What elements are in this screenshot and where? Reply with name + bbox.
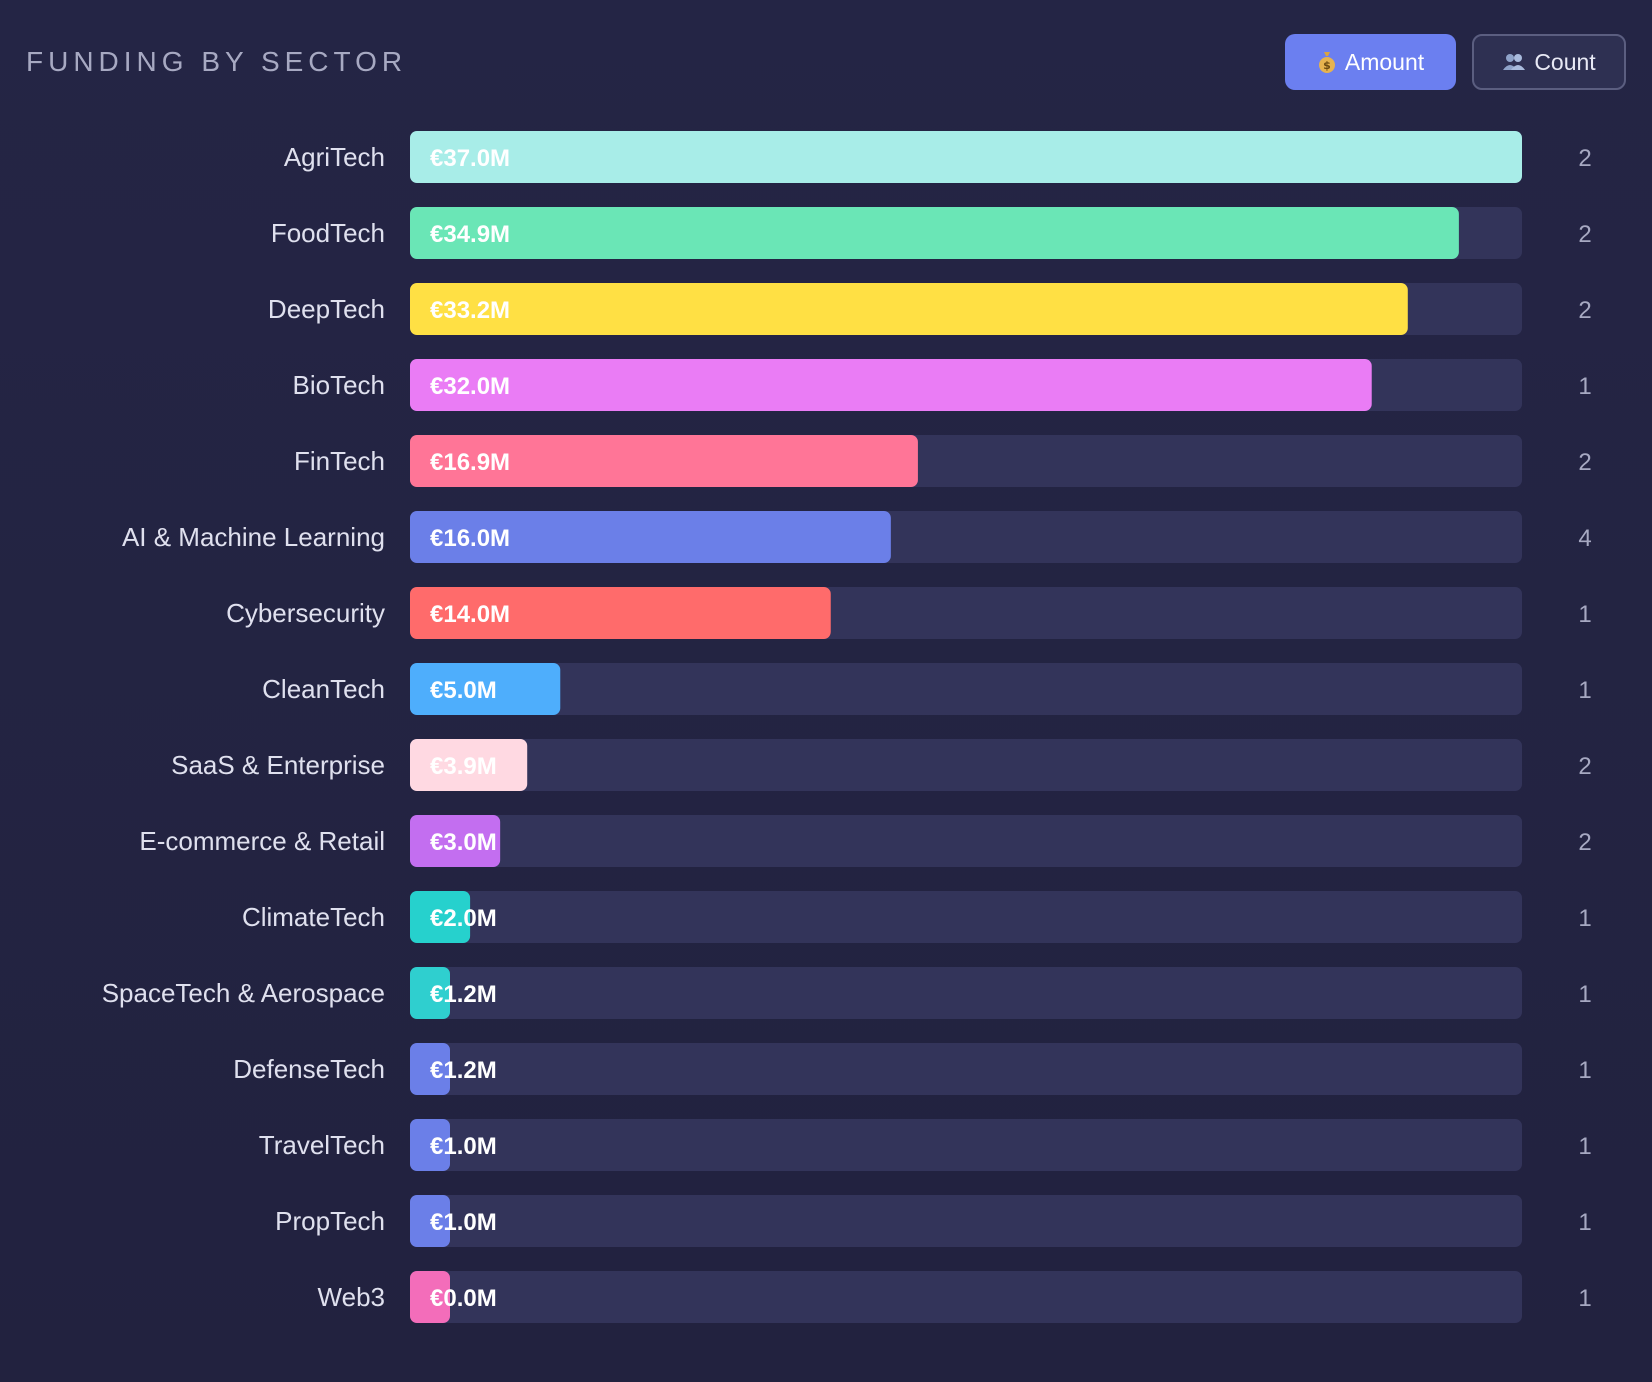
bar-row-deeptech: DeepTech €33.2M 2: [268, 283, 1592, 335]
bar-row-climatetech: ClimateTech €2.0M 1: [242, 891, 1592, 943]
amount-toggle-button[interactable]: $ Amount: [1285, 34, 1456, 90]
people-icon: [1503, 54, 1526, 70]
bar-track: [410, 967, 1522, 1019]
bar-track: [410, 815, 1522, 867]
count-label: 2: [1578, 753, 1591, 780]
value-label: €37.0M: [430, 145, 510, 172]
value-label: €1.2M: [430, 1057, 497, 1084]
sector-label: TravelTech: [259, 1130, 385, 1160]
bar[interactable]: [410, 511, 891, 563]
bar-row-cybersecurity: Cybersecurity €14.0M 1: [226, 587, 1592, 639]
bar[interactable]: [410, 1271, 450, 1323]
bar-track: [410, 1119, 1522, 1171]
bar-row-foodtech: FoodTech €34.9M 2: [271, 207, 1592, 259]
bar-row-ai-machine-learning: AI & Machine Learning €16.0M 4: [122, 511, 1592, 563]
bar-track: [410, 1043, 1522, 1095]
bar[interactable]: [410, 587, 831, 639]
count-label: 1: [1578, 1057, 1591, 1084]
count-label: 1: [1578, 1285, 1591, 1312]
count-label: 2: [1578, 145, 1591, 172]
bar[interactable]: [410, 207, 1459, 259]
sector-label: AI & Machine Learning: [122, 522, 385, 552]
value-label: €1.0M: [430, 1133, 497, 1160]
sector-label: ClimateTech: [242, 902, 385, 932]
value-label: €33.2M: [430, 297, 510, 324]
amount-toggle-label: Amount: [1344, 48, 1425, 75]
count-label: 2: [1578, 297, 1591, 324]
sector-label: BioTech: [293, 370, 386, 400]
sector-label: FinTech: [294, 446, 385, 476]
value-label: €32.0M: [430, 373, 510, 400]
value-label: €3.9M: [430, 753, 497, 780]
money-bag-icon: $: [1318, 52, 1335, 73]
sector-label: DeepTech: [268, 294, 385, 324]
value-label: €1.0M: [430, 1209, 497, 1236]
sector-label: FoodTech: [271, 218, 385, 248]
bar[interactable]: [410, 663, 561, 715]
bar[interactable]: [410, 1043, 450, 1095]
bar[interactable]: [410, 131, 1522, 183]
value-label: €14.0M: [430, 601, 510, 628]
count-toggle-label: Count: [1534, 48, 1596, 75]
bar[interactable]: [410, 891, 471, 943]
bar[interactable]: [410, 1195, 450, 1247]
bar[interactable]: [410, 739, 528, 791]
value-label: €0.0M: [430, 1285, 497, 1312]
value-label: €16.0M: [430, 525, 510, 552]
sector-label: E-commerce & Retail: [139, 826, 385, 856]
sector-label: Cybersecurity: [226, 598, 385, 628]
bar-row-agritech: AgriTech €37.0M 2: [284, 131, 1592, 183]
bar-track: [410, 1195, 1522, 1247]
count-label: 2: [1578, 221, 1591, 248]
sector-label: PropTech: [275, 1206, 385, 1236]
bar[interactable]: [410, 815, 501, 867]
count-label: 2: [1578, 829, 1591, 856]
bar-row-proptech: PropTech €1.0M 1: [275, 1195, 1592, 1247]
value-label: €5.0M: [430, 677, 497, 704]
count-label: 1: [1578, 1133, 1591, 1160]
sector-label: Web3: [318, 1282, 385, 1312]
bar-row-e-commerce-retail: E-commerce & Retail €3.0M 2: [139, 815, 1592, 867]
bar-row-traveltech: TravelTech €1.0M 1: [259, 1119, 1592, 1171]
count-toggle-button[interactable]: Count: [1472, 34, 1626, 90]
svg-text:$: $: [1323, 59, 1331, 72]
count-label: 1: [1578, 905, 1591, 932]
count-label: 1: [1578, 677, 1591, 704]
value-label: €16.9M: [430, 449, 510, 476]
value-label: €2.0M: [430, 905, 497, 932]
bar-row-spacetech-aerospace: SpaceTech & Aerospace €1.2M 1: [102, 967, 1592, 1019]
bar-track: [410, 891, 1522, 943]
bar-row-saas-enterprise: SaaS & Enterprise €3.9M 2: [171, 739, 1592, 791]
sector-label: CleanTech: [262, 674, 385, 704]
bar-row-cleantech: CleanTech €5.0M 1: [262, 663, 1592, 715]
value-label: €34.9M: [430, 221, 510, 248]
bar[interactable]: [410, 967, 450, 1019]
count-label: 1: [1578, 601, 1591, 628]
bar-row-web3: Web3 €0.0M 1: [318, 1271, 1592, 1323]
sector-label: SaaS & Enterprise: [171, 750, 385, 780]
count-label: 2: [1578, 449, 1591, 476]
count-label: 1: [1578, 1209, 1591, 1236]
count-label: 1: [1578, 373, 1591, 400]
bar-row-fintech: FinTech €16.9M 2: [294, 435, 1592, 487]
sector-label: SpaceTech & Aerospace: [102, 978, 385, 1008]
chart-title: FUNDING BY SECTOR: [26, 46, 408, 77]
value-label: €3.0M: [430, 829, 497, 856]
bar-track: [410, 739, 1522, 791]
sector-label: DefenseTech: [233, 1054, 385, 1084]
bar[interactable]: [410, 283, 1408, 335]
count-label: 4: [1578, 525, 1591, 552]
bar-row-defensetech: DefenseTech €1.2M 1: [233, 1043, 1592, 1095]
bar[interactable]: [410, 435, 918, 487]
count-label: 1: [1578, 981, 1591, 1008]
value-label: €1.2M: [430, 981, 497, 1008]
bar[interactable]: [410, 359, 1372, 411]
sector-label: AgriTech: [284, 142, 385, 172]
bar-track: [410, 663, 1522, 715]
bar-row-biotech: BioTech €32.0M 1: [293, 359, 1592, 411]
bar[interactable]: [410, 1119, 450, 1171]
bar-track: [410, 1271, 1522, 1323]
